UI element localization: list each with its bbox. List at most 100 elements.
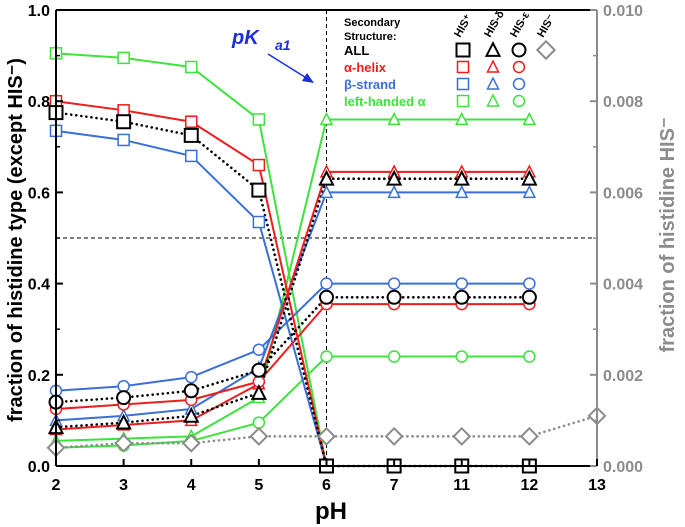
series-line-all-his-epsilon bbox=[54, 295, 531, 404]
legend-row-label-left-handed: left-handed α bbox=[344, 94, 426, 109]
y-left-tick-label-0-4: 0.4 bbox=[28, 277, 50, 294]
data-point-all-his-ph-5 bbox=[251, 182, 267, 198]
data-point-all-his-epsilon-ph-11 bbox=[454, 289, 470, 305]
data-point-beta-strand-his-epsilon-ph-3 bbox=[117, 379, 130, 393]
data-point-left-handed-alpha-his-epsilon-ph-12 bbox=[523, 350, 536, 363]
data-point-beta-strand-his-epsilon-ph-11 bbox=[455, 277, 468, 290]
x-tick-label-11: 11 bbox=[453, 477, 470, 494]
data-point-beta-strand-his-ph-5 bbox=[252, 215, 266, 229]
pka-label: pK bbox=[231, 27, 260, 49]
y-axis-left-title: fraction of histidine type (except HIS⁻) bbox=[5, 58, 27, 422]
data-point-beta-strand-his-ph-4 bbox=[185, 149, 198, 163]
y-right-tick-label-0-010: 0.010 bbox=[603, 3, 643, 20]
data-point-all-his-delta-ph-6 bbox=[318, 169, 335, 186]
y-left-tick-label-0-6: 0.6 bbox=[28, 185, 50, 202]
legend-marker-left-handed-triangle bbox=[486, 93, 500, 107]
data-point-left-handed-alpha-his-ph-3 bbox=[117, 51, 130, 65]
data-point-beta-strand-his-delta-ph-12 bbox=[522, 184, 537, 199]
data-point-all-his-ph-3 bbox=[116, 114, 132, 130]
data-point-left-handed-alpha-his-delta-ph-11 bbox=[455, 111, 469, 126]
data-point-all-his-epsilon-ph-7 bbox=[386, 289, 402, 305]
legend-marker-strand-triangle bbox=[486, 76, 500, 90]
data-point-all-his-delta-ph-3 bbox=[115, 413, 132, 430]
legend-row-label-strand: β-strand bbox=[344, 77, 396, 92]
legend-marker-all-square bbox=[455, 42, 471, 58]
data-point-left-handed-alpha-his-delta-ph-6 bbox=[319, 111, 334, 126]
y-axis-right-title: fraction of histidine HIS⁻ bbox=[657, 117, 679, 352]
x-tick-label-2: 2 bbox=[52, 477, 61, 494]
legend-marker-helix-triangle bbox=[486, 59, 500, 73]
legend-marker-strand-circle bbox=[512, 77, 526, 91]
data-point-beta-strand-his-ph-3 bbox=[117, 133, 130, 147]
x-tick-label-13: 13 bbox=[588, 477, 606, 494]
data-point-all-his-epsilon-ph-4 bbox=[183, 383, 199, 399]
y-left-tick-label-1-0: 1.0 bbox=[28, 3, 50, 20]
legend-marker-all-diamond bbox=[535, 39, 557, 61]
x-tick-label-5: 5 bbox=[254, 477, 263, 494]
data-point-all-his-delta-ph-5 bbox=[250, 383, 268, 400]
data-point-left-handed-alpha-his-delta-ph-7 bbox=[387, 111, 401, 126]
data-point-all-his-ph-6 bbox=[317, 426, 336, 446]
legend-column-header-1: HIS⁺ bbox=[452, 12, 475, 39]
data-point-all-his-epsilon-ph-5 bbox=[251, 362, 267, 378]
pka-arrow-head bbox=[302, 73, 314, 83]
pka-subscript: a1 bbox=[275, 37, 291, 53]
legend-marker-helix-circle bbox=[512, 60, 526, 74]
data-point-beta-strand-his-delta-ph-11 bbox=[455, 184, 469, 199]
data-point-beta-strand-his-delta-ph-6 bbox=[319, 184, 334, 199]
x-axis-title: pH bbox=[315, 498, 347, 525]
legend-marker-strand-square bbox=[456, 77, 470, 91]
series-line-left-handed-alpha-his-delta bbox=[55, 118, 530, 442]
data-point-beta-strand-his-epsilon-ph-7 bbox=[387, 277, 401, 290]
series-line-left-handed-alpha-his-epsilon bbox=[55, 355, 530, 449]
x-tick-label-7: 7 bbox=[390, 477, 399, 494]
data-point-all-his-ph-5 bbox=[249, 426, 269, 446]
data-point-all-his-ph-4 bbox=[181, 433, 201, 453]
y-right-tick-label-0-000: 0.000 bbox=[603, 459, 643, 476]
data-point-left-handed-alpha-his-epsilon-ph-7 bbox=[387, 350, 401, 363]
legend-column-header-3: HIS-ε bbox=[508, 9, 532, 39]
y-right-tick-label-0-004: 0.004 bbox=[603, 277, 643, 294]
data-point-all-his-ph-11 bbox=[452, 426, 472, 446]
y-right-tick-label-0-008: 0.008 bbox=[603, 94, 643, 111]
reference-lines bbox=[56, 10, 597, 466]
data-point-all-his-ph-12 bbox=[519, 426, 539, 446]
legend-marker-all-triangle bbox=[484, 40, 502, 57]
data-point-alpha-helix-his-ph-4 bbox=[185, 115, 198, 128]
series-line-all-his-delta bbox=[54, 177, 531, 429]
data-point-left-handed-alpha-his-delta-ph-12 bbox=[522, 111, 537, 126]
data-point-all-his-epsilon-ph-6 bbox=[319, 289, 334, 305]
data-point-alpha-helix-his-ph-5 bbox=[252, 158, 266, 172]
legend: Secondary Structure: HIS⁺ HIS-δ HIS-ε HIS⁻ ALL… bbox=[344, 8, 558, 109]
legend-marker-left-handed-square bbox=[456, 94, 470, 108]
x-tick-label-6: 6 bbox=[322, 477, 331, 494]
pka-annotation: pK a1 bbox=[231, 27, 314, 83]
series-line-alpha-helix-his-delta bbox=[55, 170, 530, 431]
data-point-beta-strand-his-epsilon-ph-4 bbox=[185, 370, 198, 384]
data-point-left-handed-alpha-his-ph-5 bbox=[252, 113, 266, 126]
data-point-beta-strand-his-epsilon-ph-5 bbox=[252, 343, 266, 356]
y-right-tick-label-0-002: 0.002 bbox=[603, 368, 643, 385]
series-line-alpha-helix-his-epsilon bbox=[55, 303, 530, 410]
legend-marker-helix-square bbox=[456, 60, 470, 74]
data-point-left-handed-alpha-his-epsilon-ph-6 bbox=[320, 350, 333, 363]
legend-marker-left-handed-circle bbox=[512, 94, 526, 108]
x-tick-label-3: 3 bbox=[119, 477, 128, 494]
data-point-all-his-delta-ph-7 bbox=[385, 169, 403, 186]
data-point-alpha-helix-his-ph-3 bbox=[117, 104, 130, 117]
data-point-left-handed-alpha-his-ph-4 bbox=[185, 60, 198, 74]
legend-title-line-1: Secondary bbox=[344, 17, 401, 29]
legend-row-label-all: ALL bbox=[344, 43, 369, 58]
axes: 0.0 0.2 0.4 0.6 0.8 1.0 0.000 0.002 0.004 0.006 0.… bbox=[28, 3, 643, 494]
data-point-left-handed-alpha-his-epsilon-ph-5 bbox=[252, 416, 266, 429]
x-tick-label-12: 12 bbox=[520, 477, 538, 494]
data-point-all-his-delta-ph-11 bbox=[453, 169, 470, 186]
data-point-beta-strand-his-epsilon-ph-12 bbox=[523, 277, 536, 290]
legend-column-header-2: HIS-δ bbox=[482, 8, 507, 39]
data-point-left-handed-alpha-his-epsilon-ph-11 bbox=[455, 350, 468, 363]
data-point-all-his-epsilon-ph-3 bbox=[116, 390, 132, 406]
x-tick-label-4: 4 bbox=[187, 477, 196, 494]
data-point-all-his-delta-ph-12 bbox=[521, 169, 538, 186]
y-right-tick-label-0-006: 0.006 bbox=[603, 185, 643, 202]
